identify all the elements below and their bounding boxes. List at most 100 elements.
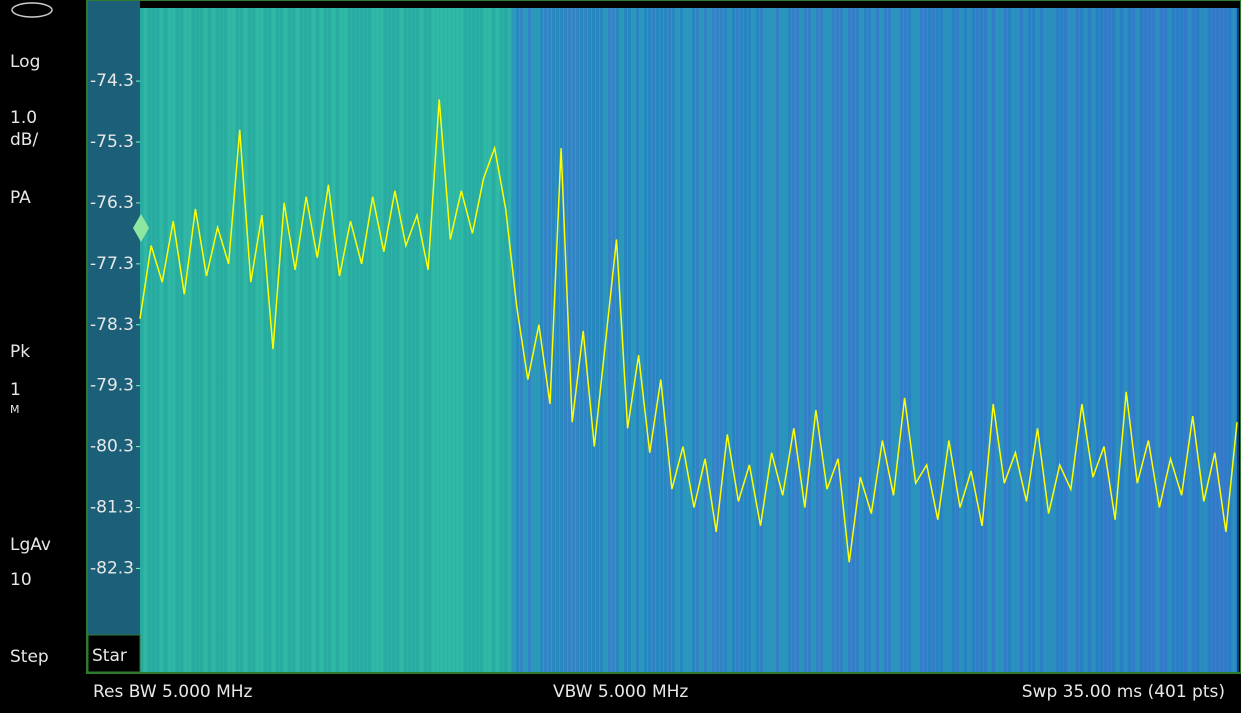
stripe (816, 8, 819, 672)
stripe (836, 8, 839, 672)
stripe (968, 8, 971, 672)
stripe (1044, 8, 1047, 672)
stripe (712, 8, 715, 672)
stripe (704, 8, 707, 672)
stripe (292, 8, 295, 672)
stripe (680, 8, 683, 672)
stripe (1164, 8, 1167, 672)
stripe (708, 8, 711, 672)
stripe (776, 8, 779, 672)
stripe (176, 8, 179, 672)
stripe (832, 8, 835, 672)
stripe (784, 8, 787, 672)
sidebar-label: LgAv (10, 535, 51, 555)
vbw: VBW 5.000 MHz (553, 682, 688, 702)
stripe (256, 8, 259, 672)
stripe (536, 8, 539, 672)
stripe (260, 8, 263, 672)
stripe (252, 8, 255, 672)
stripe (196, 8, 199, 672)
y-tick-label: -82.3 (90, 558, 134, 578)
stripe (248, 8, 251, 672)
stripe (380, 8, 383, 672)
stripe (236, 8, 239, 672)
stripe (296, 8, 299, 672)
stripe (264, 8, 267, 672)
stripe (856, 8, 859, 672)
stripe (424, 8, 427, 672)
stripe (900, 8, 903, 672)
stripe (200, 8, 203, 672)
stripe (356, 8, 359, 672)
sidebar-label: 1 (10, 380, 21, 400)
stripe (516, 8, 519, 672)
stripe (808, 8, 811, 672)
stripe (276, 8, 279, 672)
stripe (936, 8, 939, 672)
stripe (476, 8, 479, 672)
stripe (1204, 8, 1207, 672)
stripe (1228, 8, 1231, 672)
stripe (1084, 8, 1087, 672)
stripe (608, 8, 611, 672)
stripe (840, 8, 843, 672)
stripe (676, 8, 679, 672)
stripe (848, 8, 851, 672)
stripe (1004, 8, 1007, 672)
stripe (860, 8, 863, 672)
stripe (300, 8, 303, 672)
stripe (640, 8, 643, 672)
stripe (852, 8, 855, 672)
stripe (628, 8, 631, 672)
stripe (636, 8, 639, 672)
stripe (768, 8, 771, 672)
stripe (208, 8, 211, 672)
stripe (144, 8, 147, 672)
stripe (892, 8, 895, 672)
stripe (436, 8, 439, 672)
start-label: Star (92, 646, 127, 666)
stripe (904, 8, 907, 672)
stripe (1220, 8, 1223, 672)
stripe (244, 8, 247, 672)
stripe (644, 8, 647, 672)
stripe (332, 8, 335, 672)
sidebar-label: dB/ (10, 130, 38, 150)
stripe (916, 8, 919, 672)
stripe (884, 8, 887, 672)
stripe (336, 8, 339, 672)
stripe (1120, 8, 1123, 672)
stripe (876, 8, 879, 672)
stripe (524, 8, 527, 672)
stripe (556, 8, 559, 672)
stripe (824, 8, 827, 672)
stripe (1096, 8, 1099, 672)
stripe (620, 8, 623, 672)
stripe (1072, 8, 1075, 672)
stripe (668, 8, 671, 672)
stripe (868, 8, 871, 672)
stripe (1208, 8, 1211, 672)
stripe (544, 8, 547, 672)
stripe (444, 8, 447, 672)
stripe (308, 8, 311, 672)
stripe (348, 8, 351, 672)
sidebar-label: PA (10, 188, 31, 208)
stripe (1124, 8, 1127, 672)
stripe (1060, 8, 1063, 672)
stripe (168, 8, 171, 672)
res-bw: Res BW 5.000 MHz (93, 682, 253, 702)
stripe (1024, 8, 1027, 672)
stripe (388, 8, 391, 672)
stripe (664, 8, 667, 672)
stripe (452, 8, 455, 672)
stripe (1128, 8, 1131, 672)
stripe (460, 8, 463, 672)
stripe (1112, 8, 1115, 672)
stripe (480, 8, 483, 672)
stripe (512, 8, 515, 672)
stripe (820, 8, 823, 672)
stripe (232, 8, 235, 672)
stripe (872, 8, 875, 672)
stripe (172, 8, 175, 672)
